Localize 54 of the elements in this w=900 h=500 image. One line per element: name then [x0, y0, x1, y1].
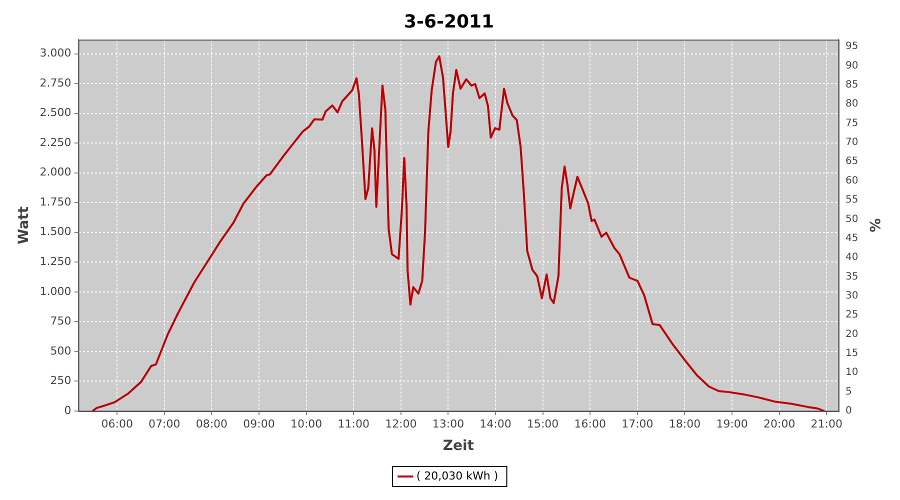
x-tick-label: 07:00: [148, 417, 180, 430]
y2-tick-label: 70: [845, 137, 858, 148]
x-tick-label: 16:00: [574, 417, 606, 430]
x-tick-label: 20:00: [763, 417, 796, 430]
y2-tick-label: 60: [845, 175, 858, 186]
y2-tick-label: 50: [845, 214, 858, 225]
y2-axis-title: %: [866, 218, 882, 232]
y2-tick-label: 20: [845, 328, 858, 340]
y-tick-label: 1.250: [40, 255, 72, 268]
x-tick-label: 10:00: [290, 417, 322, 430]
y2-tick-label: 95: [845, 41, 858, 52]
x-tick-label: 11:00: [338, 417, 370, 430]
y2-tick-label: 75: [845, 118, 858, 129]
y-tick-label: 1.000: [40, 284, 72, 298]
x-tick-label: 14:00: [480, 417, 512, 430]
x-tick-label: 19:00: [716, 417, 748, 430]
y2-tick-label: 65: [845, 156, 858, 168]
y-tick-label: 2.250: [40, 136, 72, 149]
x-tick-label: 15:00: [526, 417, 559, 430]
legend-label: ( 20,030 kWh ): [416, 469, 498, 482]
y2-tick-label: 5: [845, 386, 852, 398]
x-tick-label: 12:00: [385, 417, 417, 430]
y2-tick-label: 85: [845, 79, 858, 90]
x-tick-label: 18:00: [668, 417, 701, 430]
y2-tick-label: 15: [845, 348, 858, 360]
y-tick-label: 2.500: [40, 106, 72, 120]
y2-tick-label: 10: [845, 367, 858, 378]
y-tick-label: 500: [50, 344, 72, 358]
y2-tick-label: 35: [845, 271, 858, 282]
y-tick-label: 3.000: [40, 46, 72, 60]
y2-tick-label: 40: [845, 252, 858, 264]
x-axis-title: Zeit: [442, 438, 474, 454]
x-tick-label: 17:00: [622, 417, 654, 430]
y2-tick-label: 45: [845, 232, 858, 244]
y-axis-title: Watt: [16, 206, 32, 244]
y-tick-label: 0: [64, 404, 72, 417]
y-tick-label: 2.750: [40, 76, 72, 90]
x-tick-label: 08:00: [196, 417, 228, 430]
x-tick-label: 06:00: [101, 417, 133, 430]
y-tick-label: 250: [50, 374, 72, 388]
x-tick-label: 13:00: [432, 417, 464, 430]
y2-tick-label: 0: [845, 406, 852, 417]
y2-tick-label: 25: [845, 310, 858, 321]
y2-tick-label: 80: [845, 98, 858, 110]
y-tick-label: 1.750: [40, 195, 72, 208]
y2-tick-label: 90: [845, 60, 858, 72]
y2-tick-label: 30: [845, 290, 858, 302]
y2-tick-label: 55: [845, 194, 858, 206]
y-tick-label: 750: [50, 314, 72, 328]
y-tick-label: 1.500: [40, 225, 72, 238]
y-tick-label: 2.000: [40, 166, 72, 179]
x-tick-label: 21:00: [810, 417, 842, 430]
chart-title: 3-6-2011: [404, 11, 494, 32]
x-tick-label: 09:00: [243, 417, 275, 430]
